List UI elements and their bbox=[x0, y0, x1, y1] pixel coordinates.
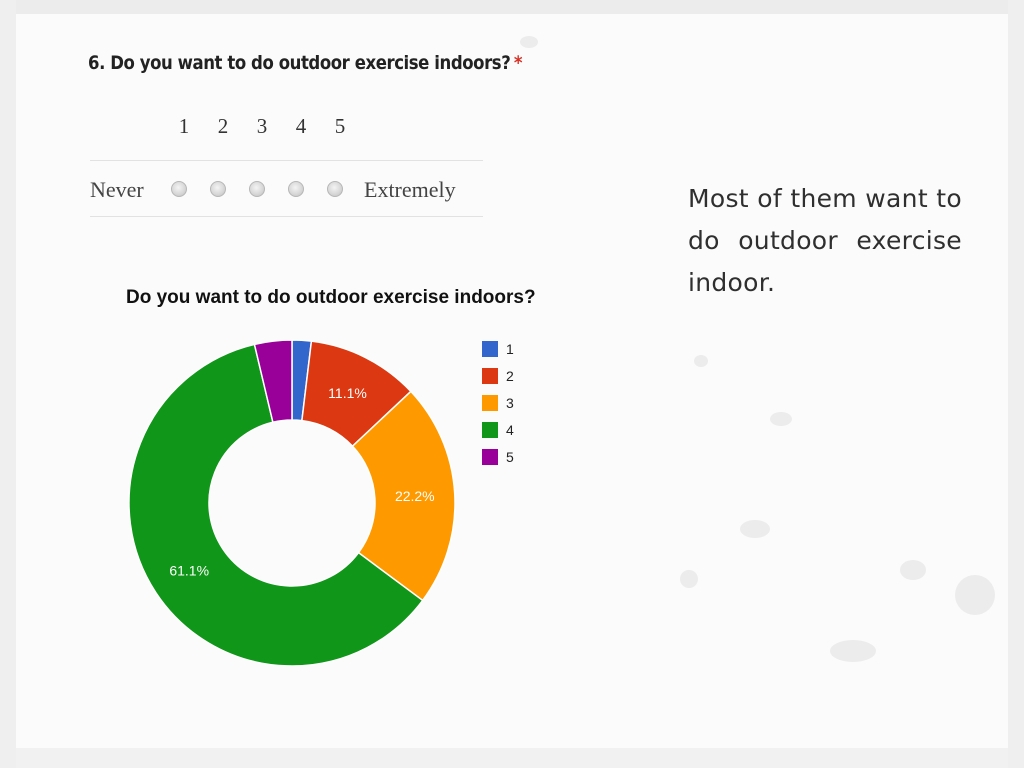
legend-swatch-4 bbox=[482, 422, 498, 438]
legend-label-3: 3 bbox=[506, 395, 514, 411]
commentary-text: Most of them want to do outdoor exercise… bbox=[688, 184, 962, 297]
grunge-mark bbox=[694, 355, 708, 367]
grunge-mark bbox=[830, 640, 876, 662]
radio-option-3[interactable] bbox=[249, 181, 265, 197]
radio-option-5[interactable] bbox=[327, 181, 343, 197]
scale-number-4: 4 bbox=[295, 114, 307, 138]
donut-slice-5 bbox=[253, 339, 293, 424]
legend-swatch-3 bbox=[482, 395, 498, 411]
scale-number-2: 2 bbox=[217, 114, 229, 138]
grunge-mark bbox=[955, 575, 995, 615]
legend-label-2: 2 bbox=[506, 368, 514, 384]
frame-top-edge bbox=[0, 0, 1024, 14]
legend-label-4: 4 bbox=[506, 422, 514, 438]
scale-number-3: 3 bbox=[256, 114, 268, 138]
donut-slice-3 bbox=[351, 390, 456, 602]
frame-right-edge bbox=[1008, 0, 1024, 768]
required-asterisk: * bbox=[513, 52, 523, 74]
scale-high-label: Extremely bbox=[364, 177, 456, 202]
chart-title: Do you want to do outdoor exercise indoo… bbox=[126, 287, 536, 308]
slice-value-label: 22.2% bbox=[395, 488, 435, 504]
scale-low-label: Never bbox=[90, 177, 144, 202]
legend-swatch-1 bbox=[482, 341, 498, 357]
grunge-mark bbox=[770, 412, 792, 426]
legend-swatch-5 bbox=[482, 449, 498, 465]
legend-label-5: 5 bbox=[506, 449, 514, 465]
legend-label-1: 1 bbox=[506, 341, 514, 357]
slice-value-label: 11.1% bbox=[328, 385, 367, 401]
radio-option-2[interactable] bbox=[210, 181, 226, 197]
grunge-mark bbox=[520, 36, 538, 48]
radio-option-4[interactable] bbox=[288, 181, 304, 197]
grunge-mark bbox=[740, 520, 770, 538]
divider bbox=[90, 160, 483, 161]
question-text: 6. Do you want to do outdoor exercise in… bbox=[88, 52, 511, 74]
donut-slice-4 bbox=[128, 343, 424, 667]
slice-value-label: 61.1% bbox=[169, 563, 209, 579]
question-title: 6. Do you want to do outdoor exercise in… bbox=[88, 52, 523, 74]
frame-left-edge bbox=[0, 0, 16, 768]
radio-option-1[interactable] bbox=[171, 181, 187, 197]
legend-swatch-2 bbox=[482, 368, 498, 384]
grunge-mark bbox=[900, 560, 926, 580]
scale-number-1: 1 bbox=[178, 114, 190, 138]
divider bbox=[90, 216, 483, 217]
scale-number-5: 5 bbox=[334, 114, 346, 138]
grunge-mark bbox=[680, 570, 698, 588]
frame-bottom-edge bbox=[0, 748, 1024, 768]
